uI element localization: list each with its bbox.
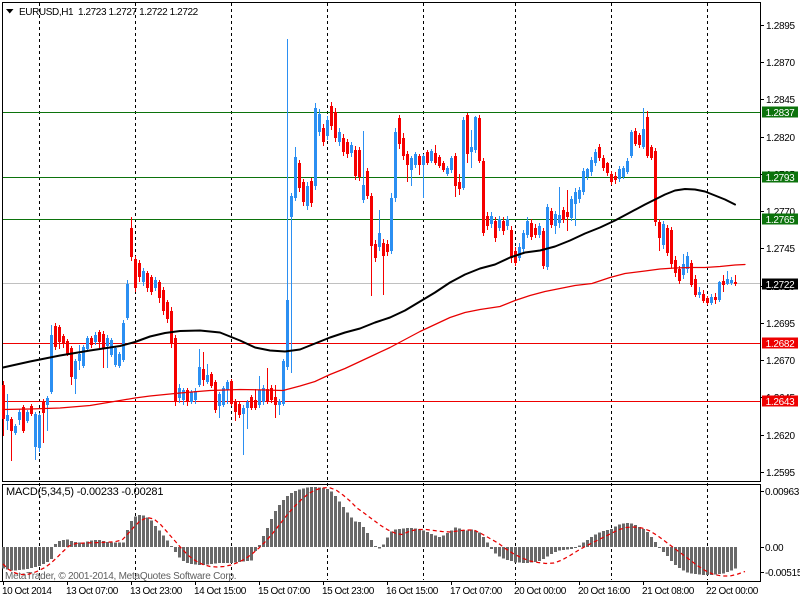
svg-text:15 Oct 23:00: 15 Oct 23:00: [322, 586, 375, 597]
svg-text:20 Oct 00:00: 20 Oct 00:00: [514, 586, 567, 597]
svg-text:13 Oct 07:00: 13 Oct 07:00: [66, 586, 119, 597]
svg-text:1.2793: 1.2793: [766, 173, 796, 184]
svg-text:1.2745: 1.2745: [766, 244, 796, 255]
svg-text:1.2820: 1.2820: [766, 133, 796, 144]
svg-text:1.2695: 1.2695: [766, 319, 796, 330]
svg-text:-0.00515: -0.00515: [765, 568, 800, 579]
svg-text:1.2870: 1.2870: [766, 58, 796, 69]
svg-text:MACD(5,34,5) -0.00233 -0.00281: MACD(5,34,5) -0.00233 -0.00281: [6, 486, 163, 498]
svg-text:1.2682: 1.2682: [766, 339, 796, 350]
svg-text:16 Oct 15:00: 16 Oct 15:00: [386, 586, 439, 597]
svg-text:1.2595: 1.2595: [766, 468, 796, 479]
svg-text:1.2620: 1.2620: [766, 431, 796, 442]
svg-text:14 Oct 15:00: 14 Oct 15:00: [194, 586, 247, 597]
svg-text:1.2895: 1.2895: [766, 21, 796, 32]
svg-text:1.2643: 1.2643: [766, 397, 796, 408]
svg-text:1.2670: 1.2670: [766, 356, 796, 367]
svg-text:22 Oct 00:00: 22 Oct 00:00: [706, 586, 759, 597]
svg-text:1.2845: 1.2845: [766, 95, 796, 106]
svg-text:17 Oct 07:00: 17 Oct 07:00: [450, 586, 503, 597]
svg-text:1.2770: 1.2770: [766, 207, 796, 218]
svg-text:13 Oct 23:00: 13 Oct 23:00: [130, 586, 183, 597]
svg-text:15 Oct 07:00: 15 Oct 07:00: [258, 586, 311, 597]
svg-text:20 Oct 16:00: 20 Oct 16:00: [578, 586, 631, 597]
svg-text:0.00: 0.00: [765, 543, 784, 554]
svg-text:MetaTrader, © 2001-2014, MetaQ: MetaTrader, © 2001-2014, MetaQuotes Soft…: [5, 571, 236, 582]
svg-text:1.2765: 1.2765: [766, 215, 796, 226]
svg-text:21 Oct 08:00: 21 Oct 08:00: [642, 586, 695, 597]
svg-text:EURUSD,H1 1.2723 1.2727 1.272: EURUSD,H1 1.2723 1.2727 1.2722 1.2722: [19, 7, 199, 18]
svg-text:1.2837: 1.2837: [766, 108, 796, 119]
svg-text:0.00963: 0.00963: [765, 487, 800, 498]
svg-text:10 Oct 2014: 10 Oct 2014: [2, 586, 52, 597]
svg-text:1.2722: 1.2722: [766, 280, 796, 291]
